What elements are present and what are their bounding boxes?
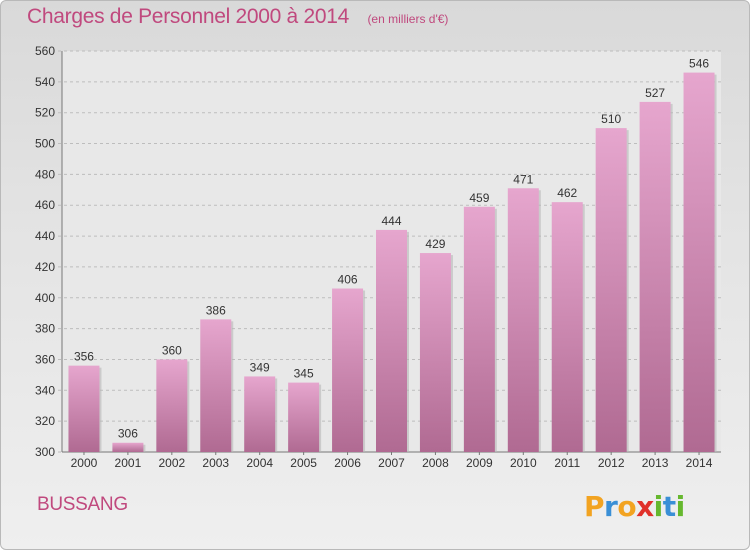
x-tick-label: 2011 — [554, 456, 580, 470]
x-tick-label: 2007 — [378, 456, 405, 470]
bar — [288, 382, 320, 452]
data-label: 386 — [206, 303, 226, 317]
y-tick-label: 300 — [35, 445, 55, 459]
bar — [595, 128, 627, 452]
data-label: 360 — [162, 343, 182, 357]
data-label: 459 — [469, 191, 489, 205]
data-label: 306 — [118, 427, 138, 441]
bar — [68, 365, 100, 452]
x-tick-label: 2000 — [71, 456, 98, 470]
logo-letter: t — [662, 490, 676, 523]
y-tick-label: 520 — [35, 106, 55, 120]
data-label: 471 — [513, 172, 533, 186]
bar — [419, 253, 451, 452]
logo-letter: P — [584, 490, 605, 523]
y-tick-label: 500 — [35, 137, 55, 151]
x-tick-label: 2003 — [202, 456, 229, 470]
data-label: 462 — [557, 186, 577, 200]
chart-subtitle: (en milliers d'€) — [367, 12, 449, 26]
y-tick-label: 360 — [35, 352, 55, 366]
data-label: 429 — [425, 237, 445, 251]
commune-name: BUSSANG — [37, 494, 128, 515]
x-tick-label: 2012 — [598, 456, 625, 470]
bar — [463, 206, 495, 452]
x-tick-label: 2010 — [510, 456, 537, 470]
data-label: 406 — [338, 273, 358, 287]
y-tick-label: 380 — [35, 322, 55, 336]
logo-letter: x — [636, 490, 654, 523]
data-label: 510 — [601, 112, 621, 126]
data-label: 345 — [294, 367, 314, 381]
y-tick-label: 480 — [35, 167, 55, 181]
x-tick-label: 2005 — [290, 456, 317, 470]
chart-title: Charges de Personnel 2000 à 2014 — [27, 5, 349, 28]
bar — [376, 229, 407, 452]
y-tick-label: 420 — [35, 260, 55, 274]
y-tick-label: 320 — [35, 414, 55, 428]
bar — [683, 72, 715, 452]
x-tick-label: 2013 — [642, 456, 669, 470]
x-tick-label: 2004 — [246, 456, 273, 470]
y-tick-label: 540 — [35, 75, 55, 89]
bar — [639, 101, 671, 453]
bar — [156, 359, 188, 452]
x-tick-label: 2014 — [686, 456, 713, 470]
data-label: 527 — [645, 86, 665, 100]
data-label: 444 — [381, 214, 401, 228]
bar — [551, 202, 583, 452]
y-tick-label: 400 — [35, 291, 55, 305]
logo-letter: i — [653, 490, 664, 523]
title-row: Charges de Personnel 2000 à 2014 (en mil… — [27, 5, 448, 29]
bar — [112, 442, 144, 452]
y-tick-label: 460 — [35, 198, 55, 212]
y-tick-label: 560 — [35, 44, 55, 58]
data-label: 356 — [74, 350, 94, 364]
bar — [507, 188, 539, 452]
bar — [332, 288, 364, 452]
data-label: 546 — [689, 57, 709, 71]
y-tick-label: 340 — [35, 383, 55, 397]
x-tick-label: 2002 — [158, 456, 185, 470]
bar — [244, 376, 276, 452]
y-tick-label: 440 — [35, 229, 55, 243]
logo-letter: i — [675, 490, 686, 523]
x-tick-label: 2008 — [422, 456, 449, 470]
x-tick-label: 2006 — [334, 456, 361, 470]
logo-letter: r — [604, 490, 618, 523]
logo-letter: o — [617, 490, 637, 523]
proxiti-logo: Proxiti — [584, 490, 685, 523]
data-label: 349 — [250, 360, 270, 374]
bar — [200, 319, 232, 452]
x-tick-label: 2001 — [115, 456, 142, 470]
x-tick-label: 2009 — [466, 456, 493, 470]
